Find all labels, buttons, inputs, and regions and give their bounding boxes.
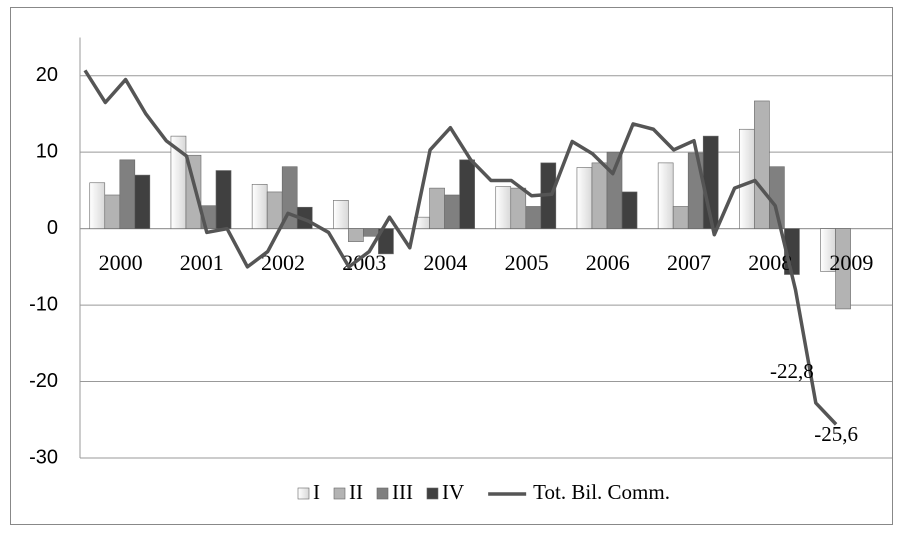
chart-border bbox=[10, 7, 893, 525]
bar bbox=[657, 162, 674, 229]
legend-label: Tot. Bil. Comm. bbox=[533, 480, 670, 504]
x-tick-label: 2000 bbox=[99, 250, 143, 275]
bar bbox=[835, 228, 851, 310]
bar bbox=[754, 100, 770, 229]
x-tick-label: 2007 bbox=[667, 250, 711, 275]
data-label: -25,6 bbox=[814, 422, 858, 446]
bar bbox=[333, 200, 349, 229]
x-tick-label: 2001 bbox=[180, 250, 224, 275]
x-tick-label: 2009 bbox=[829, 250, 873, 275]
bar bbox=[606, 151, 623, 229]
bar bbox=[119, 159, 136, 229]
bar bbox=[215, 170, 232, 229]
y-tick-label: 0 bbox=[47, 217, 58, 239]
bar bbox=[266, 191, 283, 229]
line bbox=[83, 69, 838, 426]
bar bbox=[672, 206, 689, 229]
y-tick-label: 10 bbox=[36, 140, 58, 162]
legend-swatch bbox=[426, 487, 439, 500]
y-tick-label: -20 bbox=[29, 370, 58, 392]
x-tick-label: 2005 bbox=[505, 250, 549, 275]
x-tick-label: 2002 bbox=[261, 250, 305, 275]
bar bbox=[281, 166, 298, 229]
bar bbox=[429, 187, 445, 229]
bar bbox=[444, 194, 460, 229]
bar bbox=[134, 174, 151, 229]
bar bbox=[348, 228, 364, 242]
y-tick-label: 20 bbox=[36, 64, 58, 86]
bar bbox=[378, 228, 394, 255]
bar bbox=[89, 182, 106, 229]
bar bbox=[576, 167, 593, 229]
x-tick-label: 2004 bbox=[423, 250, 467, 275]
bar bbox=[251, 183, 268, 229]
legend-swatch bbox=[333, 487, 346, 500]
bar bbox=[495, 186, 512, 229]
bar bbox=[363, 228, 379, 237]
x-tick-label: 2006 bbox=[586, 250, 630, 275]
x-tick-label: 2008 bbox=[748, 250, 792, 275]
bar bbox=[621, 191, 638, 229]
legend-label: III bbox=[392, 480, 413, 504]
y-tick-label: -30 bbox=[29, 446, 58, 468]
bar bbox=[104, 194, 121, 229]
bar bbox=[510, 187, 527, 229]
legend-label: IV bbox=[442, 480, 464, 504]
bar bbox=[739, 128, 755, 229]
data-label: -22,8 bbox=[770, 359, 814, 383]
y-tick-label: -10 bbox=[29, 293, 58, 315]
bar bbox=[459, 159, 475, 229]
bar bbox=[525, 206, 542, 229]
legend-swatch bbox=[297, 487, 310, 500]
legend-swatch bbox=[376, 487, 389, 500]
legend-label: II bbox=[349, 480, 363, 504]
bar bbox=[687, 152, 704, 229]
legend-label: I bbox=[313, 480, 320, 504]
bar bbox=[591, 162, 608, 229]
